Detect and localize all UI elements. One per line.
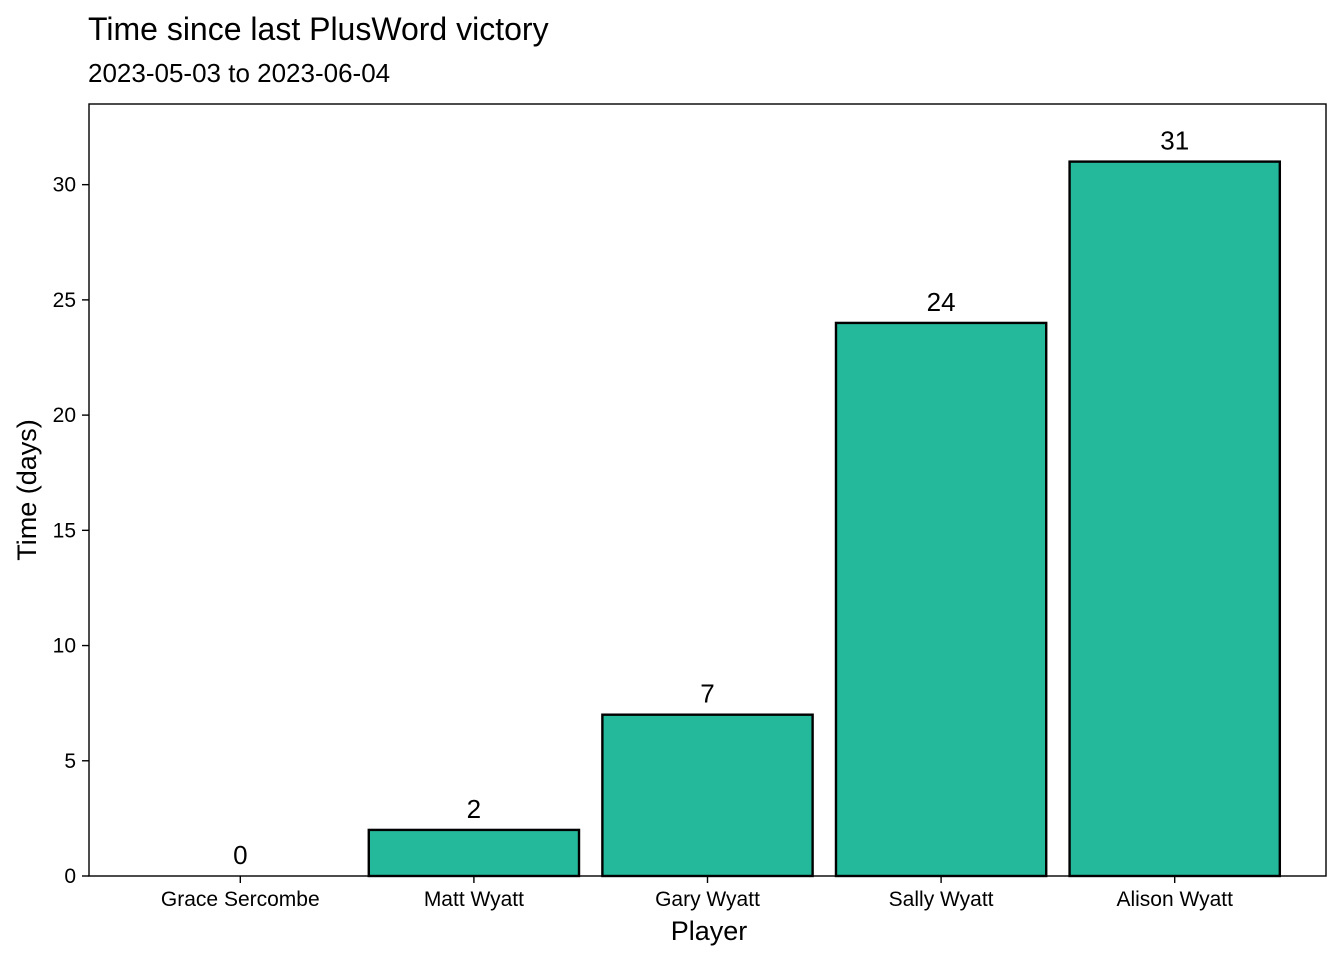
data-label-grace-sercombe: 0 [233, 840, 247, 870]
chart-title: Time since last PlusWord victory [88, 11, 549, 47]
data-label-alison-wyatt: 31 [1160, 126, 1189, 156]
x-tick-label-matt-wyatt: Matt Wyatt [424, 888, 524, 911]
y-tick-label-5: 5 [64, 750, 76, 773]
data-labels-layer: 0 2 7 24 31 [233, 126, 1189, 870]
bar-gary-wyatt [601, 713, 814, 878]
y-tick-label-15: 15 [53, 519, 76, 542]
x-tick-label-sally-wyatt: Sally Wyatt [889, 888, 994, 911]
x-tick-label-gary-wyatt: Gary Wyatt [655, 888, 760, 911]
y-tick-label-20: 20 [53, 404, 76, 427]
chart-subtitle: 2023-05-03 to 2023-06-04 [88, 58, 390, 88]
y-axis-title: Time (days) [12, 419, 42, 561]
data-label-gary-wyatt: 7 [700, 679, 714, 709]
bar-sally-wyatt [834, 321, 1048, 878]
data-label-matt-wyatt: 2 [467, 794, 481, 824]
y-tick-label-25: 25 [53, 289, 76, 312]
x-tick-label-alison-wyatt: Alison Wyatt [1116, 888, 1233, 911]
data-label-sally-wyatt: 24 [927, 287, 956, 317]
x-axis: Grace Sercombe Matt Wyatt Gary Wyatt Sally … [161, 876, 1233, 911]
bar-alison-wyatt [1068, 160, 1282, 878]
y-tick-label-0: 0 [64, 865, 76, 888]
x-tick-label-grace-sercombe: Grace Sercombe [161, 888, 320, 911]
y-tick-label-30: 30 [53, 174, 76, 197]
x-axis-title: Player [671, 916, 748, 946]
y-axis: 0 5 10 15 20 25 30 [53, 174, 89, 888]
y-tick-label-10: 10 [53, 635, 76, 658]
bars-layer [367, 160, 1282, 878]
bar-matt-wyatt [367, 828, 581, 878]
